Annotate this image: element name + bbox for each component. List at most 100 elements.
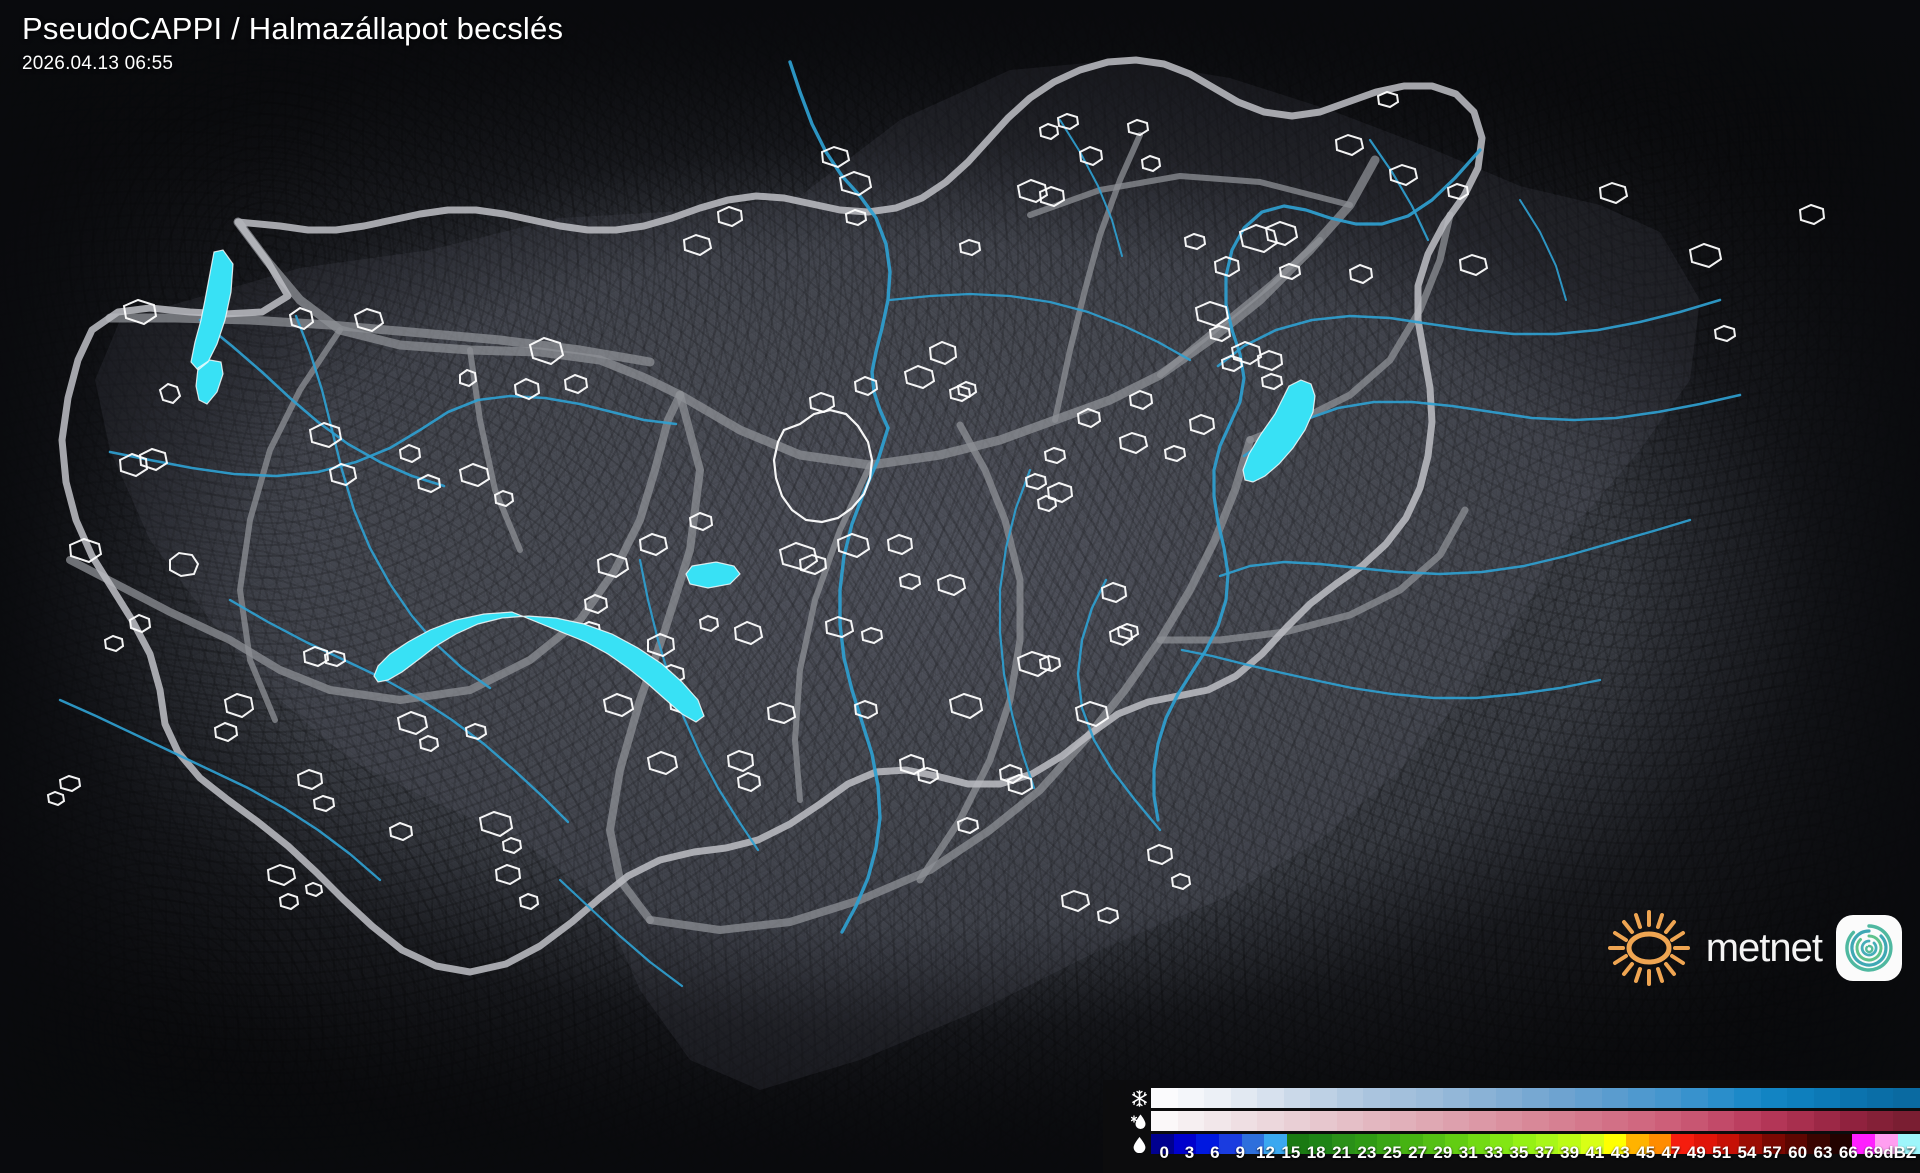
color-swatch [1363, 1111, 1390, 1131]
color-swatch [1354, 1134, 1378, 1154]
color-swatch [1283, 1088, 1311, 1108]
dbz-tick: 39 [1560, 1143, 1580, 1162]
dbz-tick-labels: 0 3 6 9 12 15 18 21 23 25 27 29 31 33 35 37 39 41 43 45 47 49… [1151, 1143, 1920, 1169]
color-swatch [1601, 1088, 1629, 1108]
color-swatch [1784, 1134, 1808, 1154]
color-swatch [1626, 1134, 1649, 1154]
color-swatch [1840, 1088, 1867, 1108]
dbz-tick: 33 [1484, 1143, 1504, 1162]
color-swatch [1787, 1088, 1814, 1108]
dbz-tick: 60 [1788, 1143, 1808, 1162]
color-swatch [1230, 1111, 1258, 1131]
dbz-tick: 29 [1433, 1143, 1453, 1162]
color-swatch [1813, 1088, 1841, 1108]
color-swatch [1490, 1134, 1513, 1154]
rain-scale-row [1127, 1134, 1920, 1154]
color-swatch [1422, 1134, 1446, 1154]
color-swatch [1204, 1088, 1231, 1108]
dbz-tick: 45 [1636, 1143, 1656, 1162]
metnet-app-icon[interactable] [1836, 915, 1902, 981]
color-swatch [1399, 1134, 1423, 1154]
color-swatch [1893, 1088, 1920, 1108]
brand-logo[interactable]: metnet [1606, 908, 1902, 988]
color-swatch [1897, 1134, 1920, 1154]
color-swatch [1495, 1111, 1523, 1131]
color-swatch [1309, 1134, 1332, 1154]
dbz-tick: 23 [1357, 1143, 1377, 1162]
small-lakes [46, 90, 1826, 925]
color-swatch [1535, 1134, 1559, 1154]
color-swatch [1332, 1134, 1355, 1154]
color-swatch [1522, 1111, 1549, 1131]
snow-color-bar [1151, 1088, 1920, 1108]
country-fill-hungary [95, 60, 1700, 1090]
color-swatch [1264, 1134, 1287, 1154]
color-swatch [1734, 1088, 1761, 1108]
color-swatch [1445, 1134, 1468, 1154]
dbz-color-legend: 0 3 6 9 12 15 18 21 23 25 27 29 31 33 35 37 39 41 43 45 47 49… [1103, 1080, 1920, 1173]
color-swatch [1601, 1111, 1629, 1131]
color-swatch [1257, 1111, 1284, 1131]
color-swatch [1671, 1134, 1694, 1154]
dbz-tick: 43 [1610, 1143, 1630, 1162]
color-swatch [1787, 1111, 1814, 1131]
dbz-tick: 35 [1509, 1143, 1529, 1162]
color-swatch [1495, 1088, 1523, 1108]
color-swatch [1681, 1088, 1708, 1108]
color-swatch [1893, 1111, 1920, 1131]
color-swatch [1522, 1088, 1549, 1108]
color-swatch [1866, 1111, 1894, 1131]
color-swatch [1363, 1088, 1390, 1108]
dbz-tick: 69 [1864, 1143, 1884, 1162]
color-swatch [1761, 1134, 1785, 1154]
color-swatch [1829, 1134, 1853, 1154]
dbz-tick: 21 [1332, 1143, 1351, 1162]
dbz-unit-label: dBZ [1883, 1143, 1917, 1162]
color-swatch [1813, 1111, 1841, 1131]
color-swatch [1310, 1111, 1337, 1131]
dbz-tick: 27 [1408, 1143, 1428, 1162]
snowflake-icon [1127, 1088, 1151, 1108]
color-swatch [1548, 1111, 1576, 1131]
color-swatch [1204, 1111, 1231, 1131]
color-swatch [1707, 1111, 1735, 1131]
dbz-tick: 12 [1256, 1143, 1275, 1162]
color-swatch [1467, 1134, 1491, 1154]
dbz-tick: 41 [1585, 1143, 1605, 1162]
color-swatch [1739, 1134, 1762, 1154]
rain-color-bar [1151, 1134, 1920, 1154]
color-swatch [1469, 1111, 1496, 1131]
color-swatch [1241, 1134, 1265, 1154]
color-swatch [1648, 1134, 1672, 1154]
brand-name: metnet [1705, 925, 1823, 970]
color-swatch [1707, 1088, 1735, 1108]
color-swatch [1151, 1134, 1174, 1154]
color-swatch [1416, 1088, 1443, 1108]
dbz-tick: 63 [1813, 1143, 1833, 1162]
major-lakes [190, 249, 1316, 723]
color-swatch [1442, 1111, 1470, 1131]
color-swatch [1196, 1134, 1219, 1154]
color-swatch [1628, 1088, 1655, 1108]
color-swatch [1866, 1088, 1894, 1108]
dbz-tick: 18 [1306, 1143, 1326, 1162]
color-swatch [1377, 1134, 1400, 1154]
motorway-network [66, 132, 1469, 934]
color-swatch [1875, 1134, 1898, 1154]
sleet-color-bar [1151, 1111, 1920, 1131]
lake-ferto [190, 249, 234, 405]
color-swatch [1177, 1111, 1205, 1131]
color-swatch [1575, 1088, 1602, 1108]
sleet-icon [1127, 1111, 1151, 1131]
color-swatch [1257, 1088, 1284, 1108]
river-network [58, 60, 1742, 988]
color-swatch [1694, 1134, 1717, 1154]
dbz-tick: 15 [1281, 1143, 1301, 1162]
color-swatch [1654, 1111, 1682, 1131]
color-swatch [1283, 1111, 1311, 1131]
color-swatch [1840, 1111, 1867, 1131]
color-swatch [1218, 1134, 1242, 1154]
color-swatch [1760, 1088, 1788, 1108]
